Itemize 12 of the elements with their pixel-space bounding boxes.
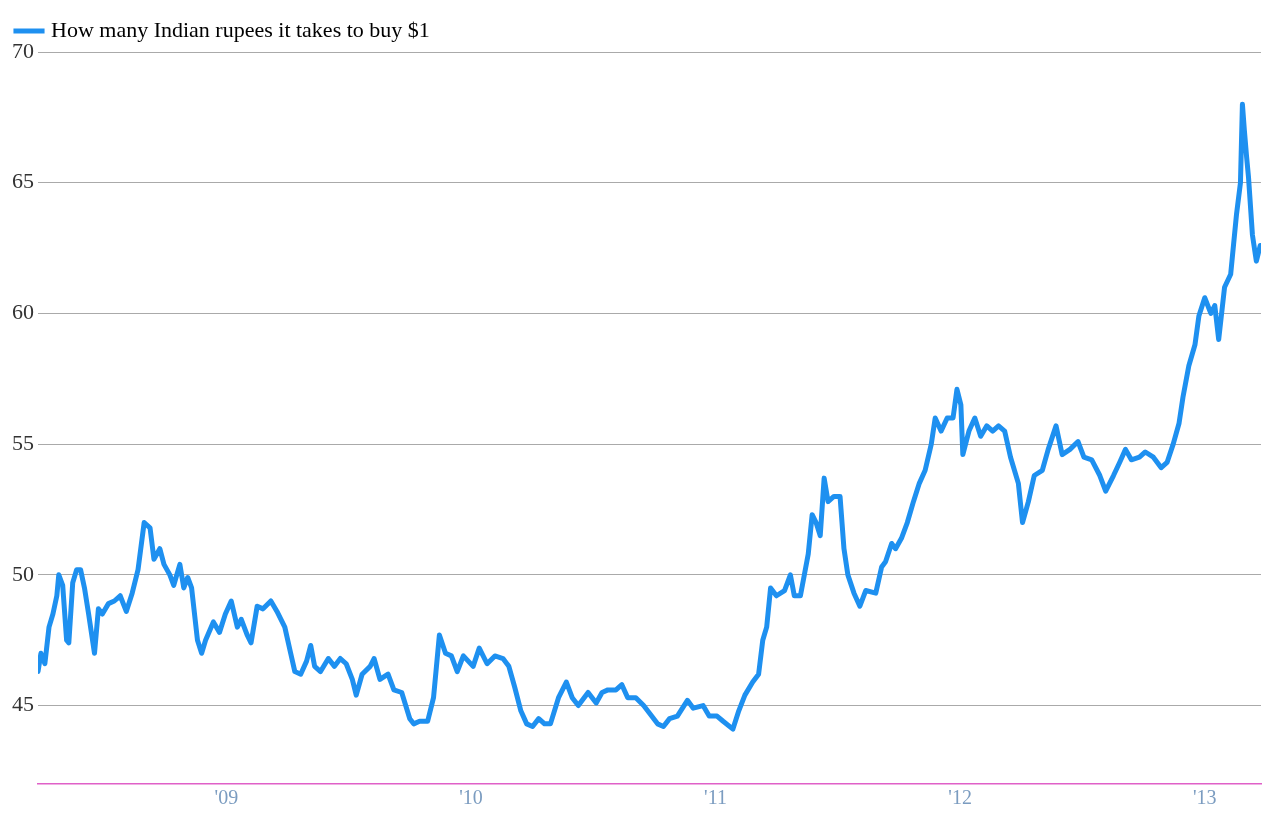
legend-label: How many Indian rupees it takes to buy $1: [51, 16, 430, 42]
x-tick-label: '12: [948, 786, 972, 809]
y-tick-label: 60: [12, 299, 34, 325]
x-tick-label: '13: [1192, 786, 1217, 809]
y-tick-label: 65: [12, 168, 34, 194]
y-tick-label: 70: [12, 37, 34, 63]
x-tick-label: '09: [214, 786, 239, 809]
y-tick-label: 55: [12, 429, 34, 455]
x-tick-label: '11: [704, 786, 727, 809]
x-tick-label: '10: [459, 786, 483, 809]
y-tick-label: 45: [12, 691, 34, 717]
y-tick-label: 50: [12, 560, 34, 586]
